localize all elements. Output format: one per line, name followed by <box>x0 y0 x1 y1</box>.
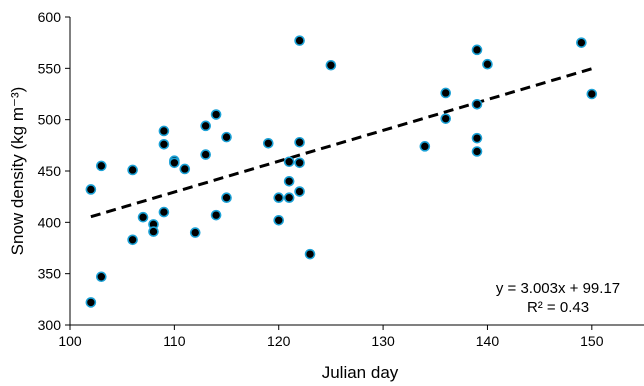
data-point <box>127 164 138 176</box>
data-point <box>210 109 222 120</box>
data-point <box>179 163 191 175</box>
data-point <box>221 131 232 143</box>
y-tick-label: 300 <box>38 317 62 333</box>
data-point <box>294 186 305 197</box>
trendline <box>90 67 593 219</box>
data-point <box>85 297 97 308</box>
data-point <box>283 192 295 203</box>
x-tick-label: 140 <box>476 333 500 349</box>
data-point <box>471 44 483 56</box>
data-point <box>471 132 483 144</box>
y-tick-label: 600 <box>38 9 62 25</box>
data-point <box>471 146 483 157</box>
y-axis-title: Snow density (kg m⁻³) <box>8 87 27 256</box>
data-point <box>440 113 452 124</box>
data-point <box>576 37 587 48</box>
data-point <box>440 87 452 99</box>
data-point <box>148 226 159 237</box>
data-point <box>273 192 285 203</box>
y-tick-label: 450 <box>38 163 62 179</box>
data-point <box>200 149 211 160</box>
data-point <box>137 211 149 223</box>
data-point <box>482 58 493 70</box>
y-tick-label: 500 <box>38 112 62 128</box>
data-point <box>283 156 295 168</box>
data-points <box>85 35 598 308</box>
data-point <box>419 141 431 152</box>
x-tick-label: 120 <box>267 333 291 349</box>
data-point <box>586 88 598 100</box>
data-point <box>325 59 337 71</box>
data-point <box>158 125 170 137</box>
data-point <box>85 184 97 195</box>
data-point <box>200 120 211 132</box>
data-point <box>210 209 222 221</box>
data-point <box>158 206 170 218</box>
data-point <box>294 136 305 148</box>
data-point <box>96 160 107 172</box>
x-tick-label: 100 <box>58 333 82 349</box>
equation-label: y = 3.003x + 99.17 <box>496 280 620 297</box>
data-point <box>221 192 232 203</box>
data-point <box>294 157 305 169</box>
y-tick-label: 550 <box>38 60 62 76</box>
axes: 100 110 120 130 140 150 300 350 400 450 500 550 600 <box>38 9 644 349</box>
x-tick-label: 130 <box>371 333 395 349</box>
y-tick-label: 350 <box>38 266 62 282</box>
data-point <box>169 157 180 169</box>
data-point <box>262 137 274 149</box>
data-point <box>283 175 295 187</box>
x-tick-label: 110 <box>163 333 186 349</box>
r-squared-label: R² = 0.43 <box>527 299 589 316</box>
data-point <box>189 227 201 238</box>
data-point <box>158 139 170 150</box>
data-point <box>127 234 138 246</box>
data-point <box>273 214 285 226</box>
data-point <box>471 98 483 110</box>
data-point <box>96 271 107 283</box>
data-point <box>294 35 305 46</box>
x-axis-title: Julian day <box>322 363 399 382</box>
y-tick-label: 400 <box>38 214 62 230</box>
data-point <box>304 248 316 260</box>
x-tick-label: 150 <box>580 333 604 349</box>
trendline-layer <box>90 67 593 219</box>
